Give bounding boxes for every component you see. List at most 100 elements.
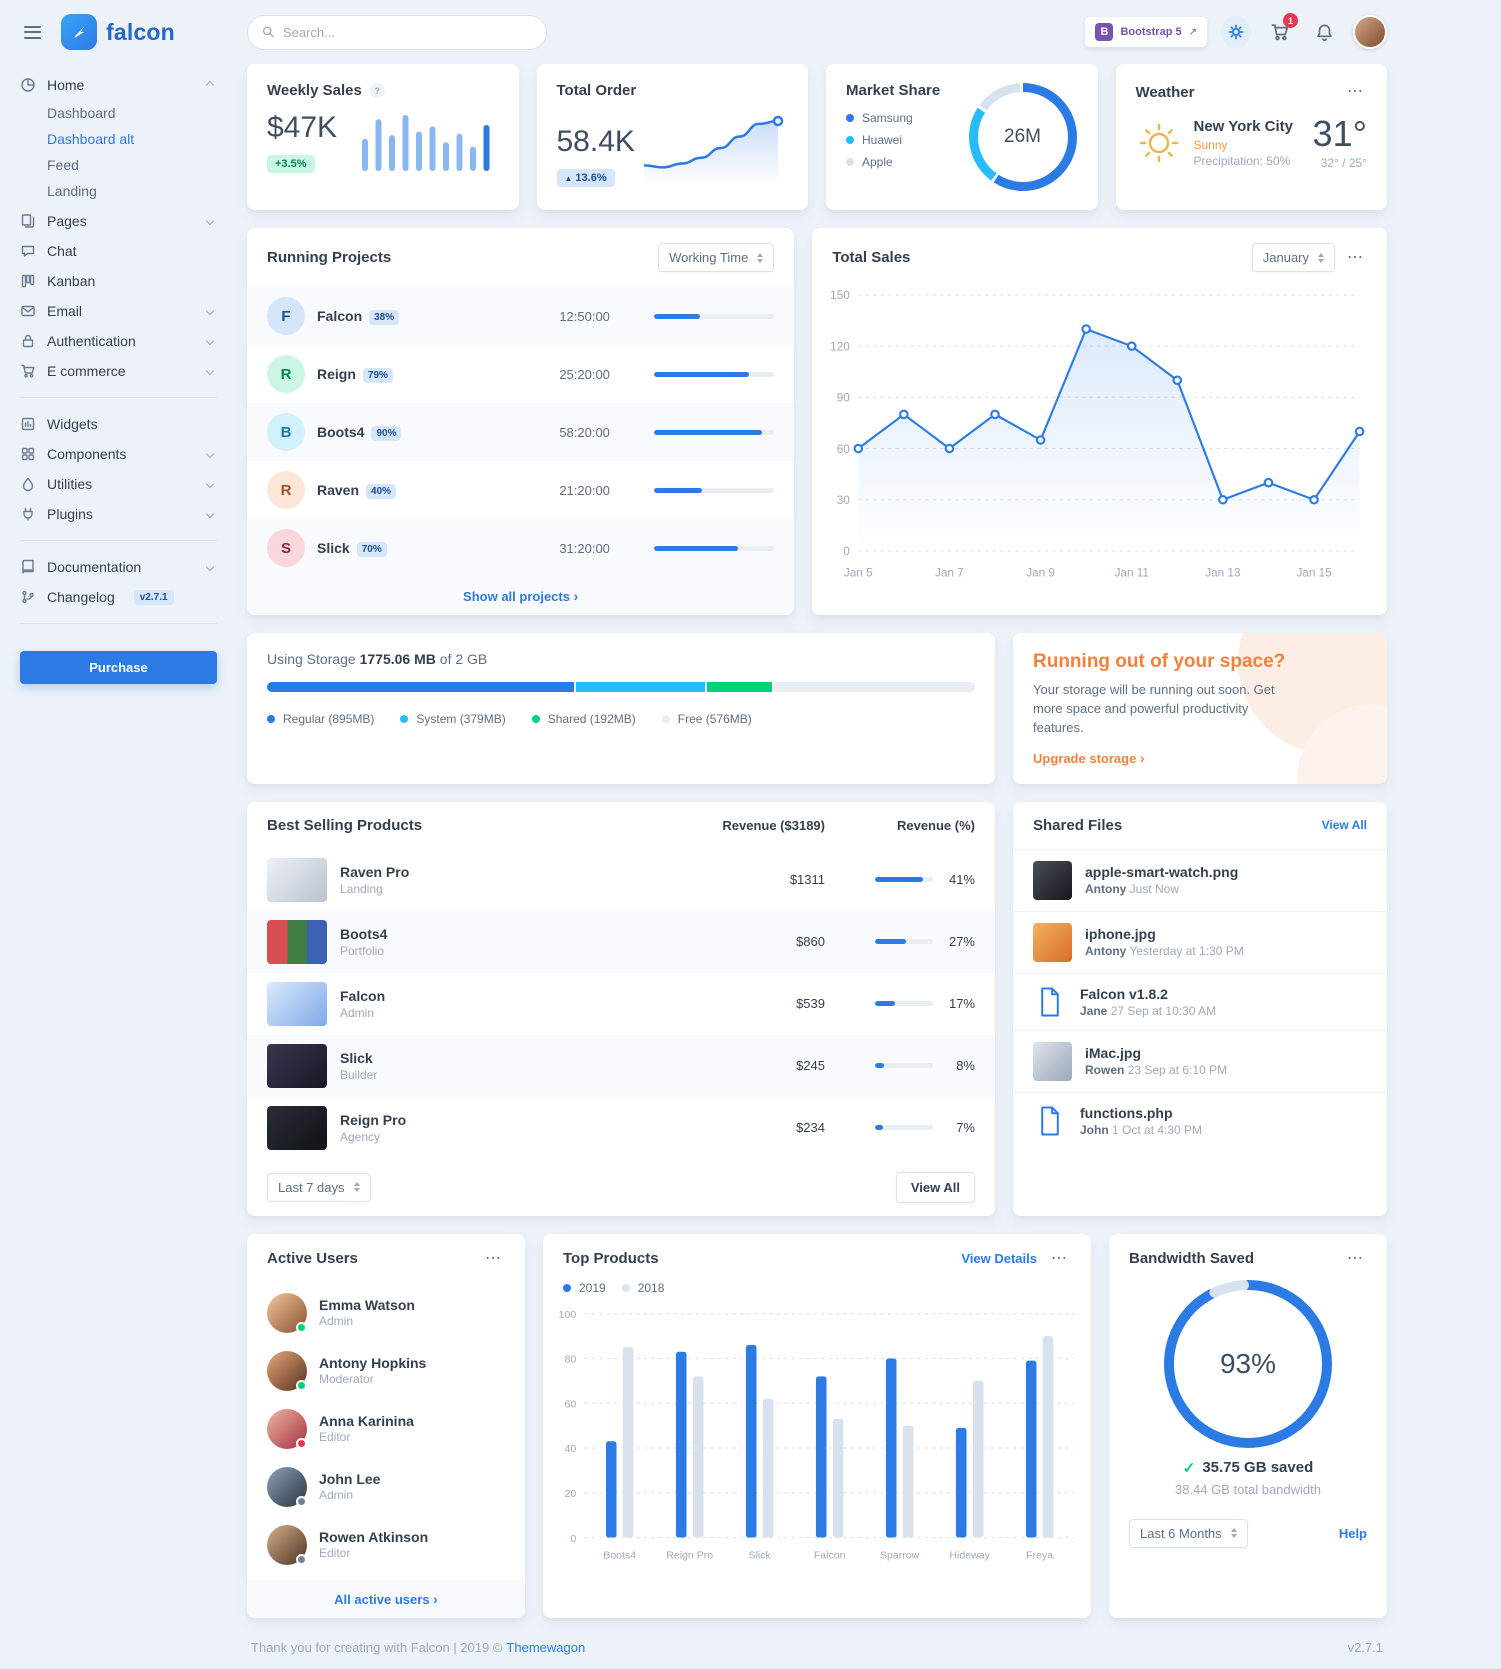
product-row[interactable]: Boots4 Portfolio $860 27% (247, 910, 995, 973)
search-box[interactable] (247, 14, 547, 50)
user-avatar[interactable] (1353, 15, 1387, 49)
legend-item[interactable]: 2018 (621, 1277, 664, 1299)
bootstrap-badge[interactable]: B Bootstrap 5 ↗ (1085, 17, 1207, 47)
project-row[interactable]: R Reign 79% 25:20:00 (247, 345, 794, 403)
legend-item[interactable]: 2019 (563, 1277, 606, 1299)
date-range-select[interactable]: Last 7 days (267, 1172, 371, 1202)
project-name[interactable]: Reign (317, 366, 356, 382)
file-name[interactable]: apple-smart-watch.png (1085, 864, 1239, 881)
projects-sales-row: Running Projects Working Time F Falcon 38… (247, 228, 1387, 615)
notifications-button[interactable] (1309, 17, 1339, 47)
user-row[interactable]: John Lee Admin (247, 1458, 525, 1516)
user-role: Editor (319, 1546, 351, 1561)
file-row[interactable]: Falcon v1.8.2 Jane 27 Sep at 10:30 AM (1013, 974, 1387, 1031)
user-name[interactable]: Emma Watson (319, 1297, 415, 1314)
product-thumbnail[interactable] (267, 981, 327, 1026)
project-row[interactable]: B Boots4 90% 58:20:00 (247, 403, 795, 461)
card-menu-icon[interactable]: ⋯ (1347, 1249, 1363, 1267)
revenue-progress-bar (875, 1001, 933, 1007)
card-menu-icon[interactable]: ⋯ (1347, 248, 1363, 266)
file-row[interactable]: iphone.jpg Antony Yesterday at 1:30 PM (1013, 912, 1387, 974)
sidebar-item-home[interactable]: Home (20, 70, 217, 100)
sidebar-item-components[interactable]: Components (20, 439, 217, 469)
file-row[interactable]: apple-smart-watch.png Antony Just Now (1013, 850, 1387, 912)
sidebar-item-authentication[interactable]: Authentication (20, 326, 217, 356)
project-name[interactable]: Slick (317, 540, 350, 556)
sidebar-item-dashboard[interactable]: Dashboard (47, 105, 116, 121)
info-icon[interactable]: ? (369, 83, 385, 98)
cart-icon (21, 364, 35, 378)
help-link[interactable]: Help (1338, 1525, 1367, 1541)
brand-logo[interactable]: falcon (61, 14, 175, 50)
best-selling-card: Best Selling Products Revenue ($3189) Re… (247, 801, 995, 1216)
purchase-button[interactable]: Purchase (20, 651, 217, 684)
card-menu-icon[interactable]: ⋯ (1347, 83, 1363, 100)
file-name[interactable]: iphone.jpg (1085, 926, 1156, 943)
file-name[interactable]: iMac.jpg (1085, 1045, 1142, 1062)
show-all-projects-link[interactable]: Show all projects › (463, 588, 579, 604)
sidebar-item-documentation[interactable]: Documentation (20, 552, 217, 582)
upgrade-storage-link[interactable]: Upgrade storage › (1033, 749, 1145, 766)
months-select[interactable]: Last 6 Months (1129, 1518, 1248, 1548)
svg-text:Jan 9: Jan 9 (1027, 567, 1056, 580)
card-menu-icon[interactable]: ⋯ (1051, 1249, 1067, 1267)
user-name[interactable]: Rowen Atkinson (319, 1529, 429, 1546)
view-all-button[interactable]: View All (895, 1171, 975, 1203)
sidebar-item-ecommerce[interactable]: E commerce (20, 356, 217, 386)
file-name[interactable]: Falcon v1.8.2 (1080, 985, 1168, 1002)
user-row[interactable]: Anna Karinina Editor (247, 1400, 525, 1458)
project-row[interactable]: F Falcon 38% 12:50:00 (247, 287, 795, 345)
sidebar-item-landing[interactable]: Landing (47, 183, 97, 199)
themewagon-link[interactable]: Themewagon (506, 1639, 586, 1655)
file-timestamp: 27 Sep at 10:30 AM (1110, 1003, 1217, 1018)
product-name[interactable]: Boots4 (340, 925, 388, 942)
product-name[interactable]: Raven Pro (340, 863, 410, 880)
view-details-link[interactable]: View Details (961, 1251, 1037, 1267)
sidebar-item-kanban[interactable]: Kanban (20, 266, 217, 296)
project-name[interactable]: Boots4 (317, 424, 365, 440)
cart-button[interactable]: 1 (1265, 13, 1298, 47)
project-name[interactable]: Falcon (317, 308, 363, 324)
product-name[interactable]: Slick (340, 1049, 373, 1066)
card-menu-icon[interactable]: ⋯ (485, 1249, 501, 1267)
product-thumbnail[interactable] (267, 919, 327, 964)
product-thumbnail[interactable] (267, 857, 327, 902)
project-name[interactable]: Raven (317, 482, 360, 498)
sidebar-item-pages[interactable]: Pages (20, 206, 217, 236)
file-row[interactable]: functions.php John 1 Oct at 4:30 PM (1013, 1093, 1387, 1149)
file-name[interactable]: functions.php (1080, 1104, 1173, 1121)
sidebar-item-chat[interactable]: Chat (20, 236, 217, 266)
search-input[interactable] (282, 24, 532, 40)
sidebar-item-changelog[interactable]: Changelog v2.7.1 (20, 582, 217, 612)
top-products-chart: 0 20 40 60 80 100 Boots4 Reign Pro Slick Falcon Sp… (559, 1308, 1075, 1561)
menu-toggle-button[interactable] (20, 22, 45, 43)
product-name[interactable]: Reign Pro (340, 1111, 407, 1128)
view-all-files-link[interactable]: View All (1321, 818, 1367, 833)
product-thumbnail[interactable] (267, 1043, 327, 1088)
product-thumbnail[interactable] (267, 1105, 327, 1150)
user-name[interactable]: Antony Hopkins (319, 1355, 427, 1372)
product-row[interactable]: Slick Builder $245 8% (247, 1034, 995, 1097)
user-row[interactable]: Rowen Atkinson Editor (247, 1516, 525, 1574)
user-name[interactable]: John Lee (319, 1471, 381, 1488)
project-row[interactable]: R Raven 40% 21:20:00 (247, 461, 794, 519)
settings-button[interactable] (1221, 16, 1251, 48)
project-row[interactable]: S Slick 70% 31:20:00 (247, 519, 795, 577)
user-name[interactable]: Anna Karinina (319, 1413, 414, 1430)
all-active-users-link[interactable]: All active users › (334, 1590, 438, 1607)
sidebar-item-plugins[interactable]: Plugins (20, 499, 217, 529)
sidebar-item-widgets[interactable]: Widgets (20, 409, 217, 439)
sidebar-item-email[interactable]: Email (20, 296, 217, 326)
sidebar-item-feed[interactable]: Feed (47, 157, 79, 173)
file-row[interactable]: iMac.jpg Rowen 23 Sep at 6:10 PM (1013, 1031, 1387, 1093)
product-row[interactable]: Reign Pro Agency $234 7% (247, 1097, 995, 1159)
working-time-select[interactable]: Working Time (658, 243, 775, 272)
user-row[interactable]: Emma Watson Admin (247, 1284, 525, 1342)
sidebar-item-utilities[interactable]: Utilities (20, 469, 217, 499)
month-select[interactable]: January (1251, 243, 1335, 272)
user-row[interactable]: Antony Hopkins Moderator (247, 1342, 525, 1400)
product-name[interactable]: Falcon (340, 987, 386, 1004)
product-row[interactable]: Raven Pro Landing $1311 41% (247, 849, 995, 911)
sidebar-item-dashboard-alt[interactable]: Dashboard alt (47, 131, 135, 147)
product-row[interactable]: Falcon Admin $539 17% (247, 973, 995, 1035)
